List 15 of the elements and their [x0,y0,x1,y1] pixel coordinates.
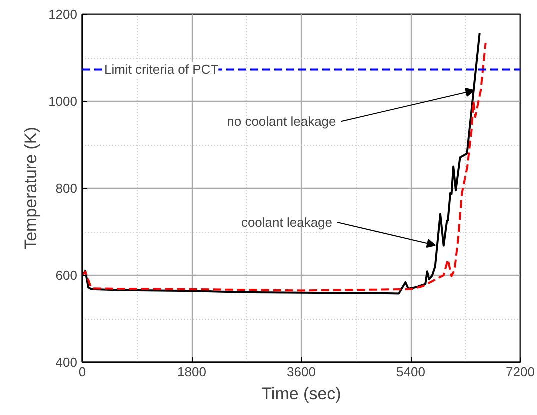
ref-line-label: Limit criteria of PCT [104,62,219,78]
annotation: no coolant leakage [227,114,336,130]
x-tick-label: 0 [78,364,86,380]
x-tick-label: 5400 [396,364,426,380]
x-tick-label: 7200 [506,364,535,380]
y-axis-title: Temperature (K) [22,127,41,250]
x-axis-title: Time (sec) [262,384,342,404]
y-tick-label: 600 [56,268,78,283]
x-tick-label: 1800 [178,364,206,380]
y-tick-label: 400 [56,355,78,370]
x-tick-label: 3600 [287,364,316,380]
annotation: coolant leakage [241,214,333,230]
y-tick-label: 1000 [48,94,78,109]
y-tick-label: 1200 [48,7,78,22]
y-tick-label: 800 [56,181,78,196]
